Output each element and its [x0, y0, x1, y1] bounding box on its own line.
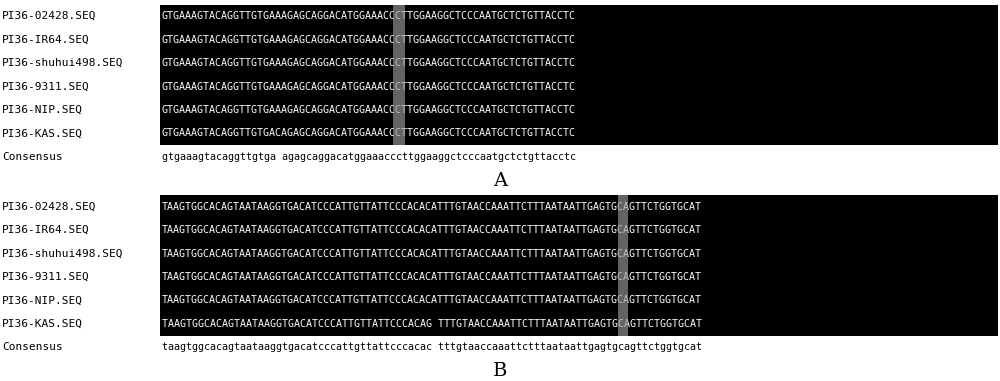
- Text: Consensus: Consensus: [2, 152, 63, 162]
- Text: TAAGTGGCACAGTAATAAGGTGACATCCCATTGTTATTCCCACACATTTGTAACCAAATTCTTTAATAATTGAGTGCAGT: TAAGTGGCACAGTAATAAGGTGACATCCCATTGTTATTCC…: [162, 295, 702, 306]
- Text: GTGAAAGTACAGGTTGTGAAAGAGCAGGACATGGAAACCCTTGGAAGGCTCCCAATGCTCTGTTACCTC: GTGAAAGTACAGGTTGTGAAAGAGCAGGACATGGAAACCC…: [162, 35, 576, 45]
- Text: PI36-02428.SEQ: PI36-02428.SEQ: [2, 11, 96, 21]
- Text: PI36-NIP.SEQ: PI36-NIP.SEQ: [2, 105, 83, 115]
- Bar: [160, 122, 998, 145]
- Text: TAAGTGGCACAGTAATAAGGTGACATCCCATTGTTATTCCCACACATTTGTAACCAAATTCTTTAATAATTGAGTGCAGT: TAAGTGGCACAGTAATAAGGTGACATCCCATTGTTATTCC…: [162, 225, 702, 235]
- Text: PI36-KAS.SEQ: PI36-KAS.SEQ: [2, 128, 83, 138]
- Text: Consensus: Consensus: [2, 342, 63, 352]
- Bar: [160, 75, 998, 98]
- Bar: [160, 51, 998, 75]
- Bar: [160, 98, 998, 122]
- Bar: [393, 5, 405, 145]
- Text: PI36-9311.SEQ: PI36-9311.SEQ: [2, 82, 90, 91]
- Text: PI36-IR64.SEQ: PI36-IR64.SEQ: [2, 35, 90, 45]
- Bar: [160, 312, 998, 336]
- Text: GTGAAAGTACAGGTTGTGACAGAGCAGGACATGGAAACCCTTGGAAGGCTCCCAATGCTCTGTTACCTC: GTGAAAGTACAGGTTGTGACAGAGCAGGACATGGAAACCC…: [162, 128, 576, 138]
- Text: B: B: [493, 362, 507, 380]
- Text: TAAGTGGCACAGTAATAAGGTGACATCCCATTGTTATTCCCACACATTTGTAACCAAATTCTTTAATAATTGAGTGCAGT: TAAGTGGCACAGTAATAAGGTGACATCCCATTGTTATTCC…: [162, 248, 702, 259]
- Text: PI36-KAS.SEQ: PI36-KAS.SEQ: [2, 319, 83, 329]
- Text: A: A: [493, 171, 507, 190]
- Bar: [160, 5, 998, 28]
- Text: PI36-IR64.SEQ: PI36-IR64.SEQ: [2, 225, 90, 235]
- Text: PI36-NIP.SEQ: PI36-NIP.SEQ: [2, 295, 83, 306]
- Bar: [160, 218, 998, 242]
- Bar: [160, 265, 998, 289]
- Text: TAAGTGGCACAGTAATAAGGTGACATCCCATTGTTATTCCCACAG TTTGTAACCAAATTCTTTAATAATTGAGTGCAGT: TAAGTGGCACAGTAATAAGGTGACATCCCATTGTTATTCC…: [162, 319, 702, 329]
- Text: GTGAAAGTACAGGTTGTGAAAGAGCAGGACATGGAAACCCTTGGAAGGCTCCCAATGCTCTGTTACCTC: GTGAAAGTACAGGTTGTGAAAGAGCAGGACATGGAAACCC…: [162, 105, 576, 115]
- Text: GTGAAAGTACAGGTTGTGAAAGAGCAGGACATGGAAACCCTTGGAAGGCTCCCAATGCTCTGTTACCTC: GTGAAAGTACAGGTTGTGAAAGAGCAGGACATGGAAACCC…: [162, 82, 576, 91]
- Text: PI36-shuhui498.SEQ: PI36-shuhui498.SEQ: [2, 58, 124, 68]
- Bar: [618, 195, 628, 336]
- Text: taagtggcacagtaataaggtgacatcccattgttattcccacac tttgtaaccaaattctttaataattgagtgcagt: taagtggcacagtaataaggtgacatcccattgttattcc…: [162, 342, 702, 352]
- Text: TAAGTGGCACAGTAATAAGGTGACATCCCATTGTTATTCCCACACATTTGTAACCAAATTCTTTAATAATTGAGTGCAGT: TAAGTGGCACAGTAATAAGGTGACATCCCATTGTTATTCC…: [162, 272, 702, 282]
- Text: TAAGTGGCACAGTAATAAGGTGACATCCCATTGTTATTCCCACACATTTGTAACCAAATTCTTTAATAATTGAGTGCAGT: TAAGTGGCACAGTAATAAGGTGACATCCCATTGTTATTCC…: [162, 202, 702, 212]
- Text: GTGAAAGTACAGGTTGTGAAAGAGCAGGACATGGAAACCCTTGGAAGGCTCCCAATGCTCTGTTACCTC: GTGAAAGTACAGGTTGTGAAAGAGCAGGACATGGAAACCC…: [162, 11, 576, 21]
- Text: GTGAAAGTACAGGTTGTGAAAGAGCAGGACATGGAAACCCTTGGAAGGCTCCCAATGCTCTGTTACCTC: GTGAAAGTACAGGTTGTGAAAGAGCAGGACATGGAAACCC…: [162, 58, 576, 68]
- Text: PI36-9311.SEQ: PI36-9311.SEQ: [2, 272, 90, 282]
- Bar: [160, 28, 998, 51]
- Text: PI36-02428.SEQ: PI36-02428.SEQ: [2, 202, 96, 212]
- Text: PI36-shuhui498.SEQ: PI36-shuhui498.SEQ: [2, 248, 124, 259]
- Bar: [160, 289, 998, 312]
- Bar: [160, 242, 998, 265]
- Text: gtgaaagtacaggttgtga agagcaggacatggaaacccttggaaggctcccaatgctctgttacctc: gtgaaagtacaggttgtga agagcaggacatggaaaccc…: [162, 152, 576, 162]
- Bar: [160, 195, 998, 218]
